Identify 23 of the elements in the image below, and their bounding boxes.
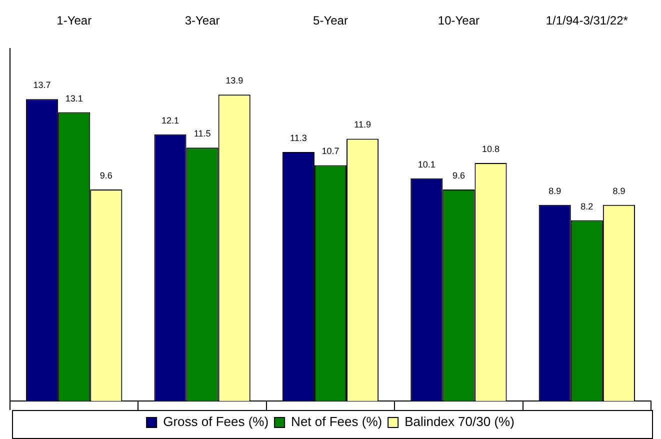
data-label: 11.9: [354, 120, 371, 130]
data-label: 13.7: [33, 80, 51, 90]
data-label: 9.6: [452, 170, 465, 180]
data-label: 13.9: [226, 76, 244, 86]
data-label: 12.1: [161, 115, 180, 126]
x-tick-label: 5-Year: [313, 14, 348, 28]
data-label: 8.9: [548, 186, 562, 196]
data-label: 11.5: [194, 128, 211, 139]
legend-label: Balindex 70/30 (%): [404, 414, 514, 430]
data-label: 10.7: [322, 146, 340, 156]
x-tick-label: 1/1/94-3/31/22*: [546, 14, 628, 28]
legend-label: Net of Fees (%): [291, 414, 382, 430]
x-tick-label: 10-Year: [438, 14, 480, 28]
data-label: 10.8: [482, 144, 500, 154]
data-label: 9.6: [100, 170, 112, 180]
data-label: 13.1: [65, 93, 83, 104]
data-label: 11.3: [290, 132, 307, 143]
x-tick-label: 1-Year: [56, 14, 92, 28]
data-label: 8.9: [612, 186, 626, 196]
x-tick-label: 3-Year: [184, 14, 220, 28]
data-label: 10.1: [418, 159, 436, 170]
data-label: 8.2: [580, 201, 594, 212]
legend-label: Gross of Fees (%): [163, 414, 269, 430]
